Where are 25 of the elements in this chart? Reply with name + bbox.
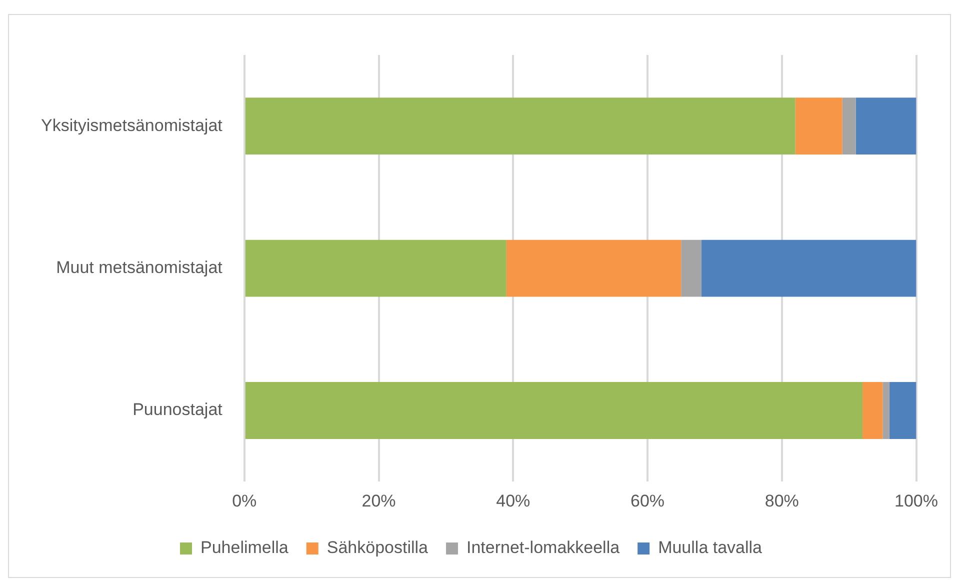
bar [681, 240, 702, 297]
bar [842, 98, 856, 155]
legend-label: Sähköpostilla [326, 538, 429, 558]
x-tick-label: 60% [630, 491, 665, 510]
bar [245, 382, 863, 439]
legend-label: Puhelimella [200, 538, 289, 558]
bar [795, 98, 842, 155]
x-tick-label: 40% [496, 491, 530, 510]
y-tick-label: Muut metsänomistajat [56, 258, 223, 277]
bar [506, 240, 682, 297]
bar [856, 98, 916, 155]
bar [882, 382, 890, 439]
bar [245, 240, 506, 297]
bar [701, 240, 916, 297]
bar [862, 382, 883, 439]
bar [889, 382, 916, 439]
x-tick-label: 0% [232, 491, 257, 510]
y-tick-label: Yksityismetsänomistajat [41, 116, 223, 135]
legend-label: Internet-lomakkeella [466, 538, 620, 558]
x-tick-label: 100% [894, 491, 938, 510]
x-tick-label: 80% [764, 491, 799, 510]
bar [245, 98, 796, 155]
y-tick-label: Puunostajat [132, 400, 223, 420]
x-tick-label: 20% [362, 491, 396, 510]
legend-label: Muulla tavalla [658, 538, 763, 558]
